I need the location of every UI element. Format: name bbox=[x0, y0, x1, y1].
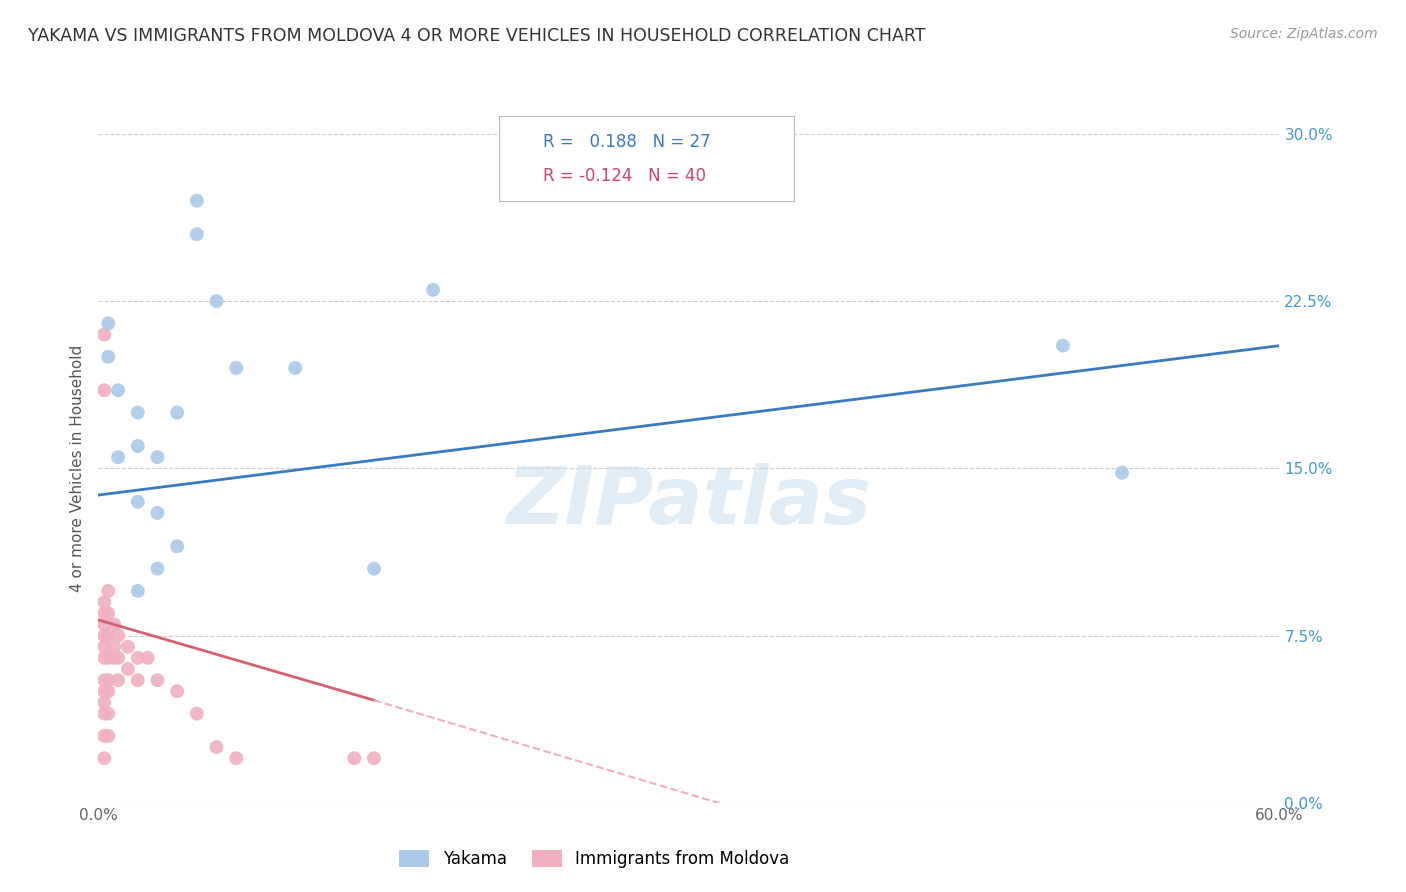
Point bbox=[93, 327, 115, 342]
Y-axis label: 4 or more Vehicles in Household: 4 or more Vehicles in Household bbox=[70, 344, 86, 592]
Point bbox=[93, 673, 115, 688]
Point bbox=[205, 740, 228, 755]
Point bbox=[97, 584, 120, 599]
Point bbox=[127, 494, 149, 508]
Point bbox=[97, 651, 120, 665]
Point bbox=[186, 227, 208, 242]
Point bbox=[1052, 339, 1074, 353]
Point bbox=[127, 406, 149, 420]
Point bbox=[146, 562, 169, 576]
Point bbox=[186, 706, 208, 721]
Point bbox=[103, 651, 125, 665]
Point bbox=[146, 450, 169, 465]
Text: R =   0.188   N = 27: R = 0.188 N = 27 bbox=[543, 133, 710, 151]
Point bbox=[107, 673, 129, 688]
Point bbox=[93, 706, 115, 721]
Point bbox=[93, 384, 115, 398]
Point bbox=[93, 751, 115, 765]
Point bbox=[166, 684, 188, 698]
Text: R = -0.124   N = 40: R = -0.124 N = 40 bbox=[543, 167, 706, 185]
Point bbox=[127, 673, 149, 688]
Point bbox=[93, 651, 115, 665]
Point bbox=[225, 751, 247, 765]
Point bbox=[127, 439, 149, 453]
Point bbox=[97, 317, 120, 331]
Point bbox=[93, 617, 115, 632]
Text: YAKAMA VS IMMIGRANTS FROM MOLDOVA 4 OR MORE VEHICLES IN HOUSEHOLD CORRELATION CH: YAKAMA VS IMMIGRANTS FROM MOLDOVA 4 OR M… bbox=[28, 27, 925, 45]
Point bbox=[107, 450, 129, 465]
Point bbox=[107, 651, 129, 665]
Point bbox=[127, 651, 149, 665]
Point bbox=[422, 283, 444, 297]
Point bbox=[93, 696, 115, 710]
Point bbox=[166, 539, 188, 553]
Point bbox=[117, 640, 139, 654]
Text: Source: ZipAtlas.com: Source: ZipAtlas.com bbox=[1230, 27, 1378, 41]
Point bbox=[136, 651, 159, 665]
Point bbox=[93, 729, 115, 743]
Point bbox=[363, 751, 385, 765]
Point bbox=[97, 350, 120, 364]
Point bbox=[363, 562, 385, 576]
Point bbox=[97, 673, 120, 688]
Point bbox=[186, 194, 208, 208]
Point bbox=[146, 506, 169, 520]
Point bbox=[93, 607, 115, 621]
Point bbox=[146, 673, 169, 688]
Point bbox=[97, 607, 120, 621]
Point bbox=[107, 628, 129, 642]
Point bbox=[97, 706, 120, 721]
Point bbox=[93, 684, 115, 698]
Point bbox=[343, 751, 366, 765]
Point bbox=[166, 406, 188, 420]
Point bbox=[284, 361, 307, 376]
Point bbox=[93, 595, 115, 609]
Point bbox=[117, 662, 139, 676]
Point bbox=[103, 640, 125, 654]
Point bbox=[97, 628, 120, 642]
Point bbox=[97, 684, 120, 698]
Legend: Yakama, Immigrants from Moldova: Yakama, Immigrants from Moldova bbox=[392, 843, 796, 875]
Point bbox=[205, 294, 228, 309]
Point bbox=[1111, 466, 1133, 480]
Point bbox=[107, 384, 129, 398]
Text: ZIPatlas: ZIPatlas bbox=[506, 463, 872, 541]
Point bbox=[103, 617, 125, 632]
Point bbox=[93, 640, 115, 654]
Point bbox=[97, 729, 120, 743]
Point bbox=[127, 584, 149, 599]
Point bbox=[93, 628, 115, 642]
Point bbox=[225, 361, 247, 376]
